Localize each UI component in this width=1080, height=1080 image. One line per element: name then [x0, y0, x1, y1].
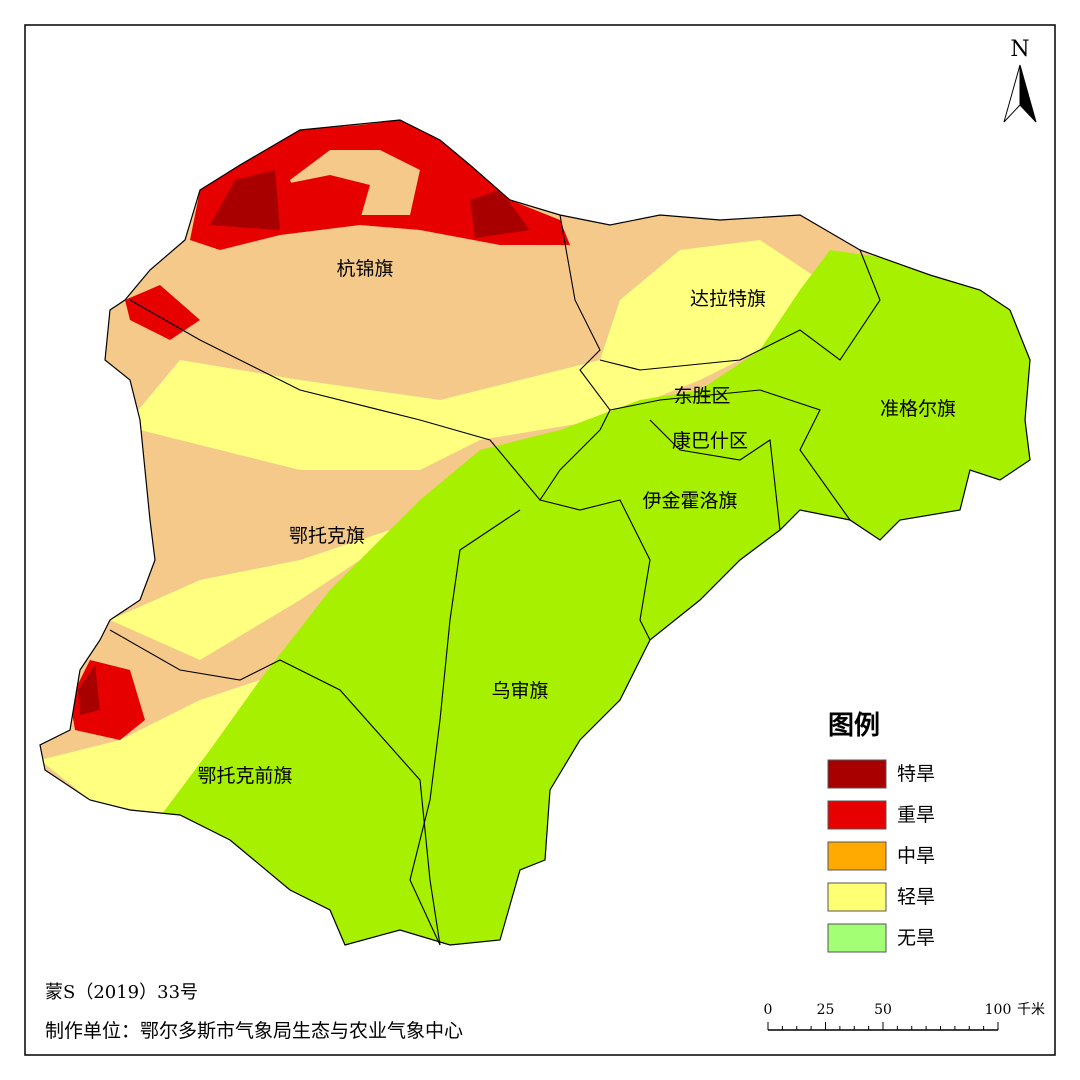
- region-label: 达拉特旗: [690, 288, 766, 310]
- region-label: 东胜区: [673, 385, 730, 407]
- boundary: [609, 389, 851, 521]
- region-label: 伊金霍洛旗: [642, 490, 737, 512]
- area-fill: [125, 285, 200, 340]
- north-arrow-shape: [1019, 64, 1037, 123]
- area-fill: [110, 520, 420, 660]
- legend-label: 无旱: [897, 927, 935, 949]
- boundary: [649, 419, 781, 531]
- area-fill: [40, 680, 260, 820]
- frame: [24, 24, 1056, 1056]
- producer: 制作单位：鄂尔多斯市气象局生态与农业气象中心: [45, 1020, 463, 1042]
- region-label: 乌审旗: [491, 680, 548, 702]
- boundaries: [109, 214, 881, 946]
- area-fill: [470, 190, 530, 238]
- region-label: 鄂托克旗: [289, 525, 365, 547]
- legend-swatch: [827, 923, 887, 953]
- north-label: N: [1010, 37, 1029, 62]
- boundary: [599, 249, 881, 371]
- north-arrow: N: [1003, 37, 1037, 123]
- legend-label: 中旱: [897, 845, 935, 867]
- scale-label: 100: [985, 1002, 1012, 1018]
- region-label: 康巴什区: [672, 430, 748, 452]
- region-label: 杭锦旗: [336, 258, 393, 280]
- boundary: [109, 629, 441, 946]
- legend-swatch: [827, 841, 887, 871]
- scale-label: 25: [817, 1002, 835, 1018]
- area-fill: [280, 175, 370, 225]
- boundary: [129, 299, 601, 501]
- boundary: [559, 214, 611, 431]
- north-arrow-shape: [1003, 64, 1021, 123]
- legend-label: 轻旱: [897, 886, 935, 908]
- legend-label: 重旱: [897, 804, 935, 826]
- legend-label: 特旱: [897, 763, 935, 785]
- scale-label: 50: [874, 1002, 892, 1018]
- legend-swatch: [827, 882, 887, 912]
- approval-number: 蒙S（2019）33号: [45, 982, 198, 1003]
- legend-title: 图例: [828, 711, 880, 741]
- area-fill: [210, 170, 280, 230]
- region-label: 鄂托克前旗: [197, 765, 292, 787]
- area-fill: [150, 250, 1030, 945]
- area-fill: [130, 240, 820, 470]
- scale-label: 0: [764, 1002, 773, 1018]
- boundary: [409, 509, 521, 946]
- legend-swatch: [827, 800, 887, 830]
- boundary: [539, 499, 651, 641]
- scale-unit: 千米: [1017, 1002, 1045, 1018]
- legend-swatch: [827, 759, 887, 789]
- region-label: 准格尔旗: [880, 398, 956, 420]
- area-fill: [78, 665, 100, 715]
